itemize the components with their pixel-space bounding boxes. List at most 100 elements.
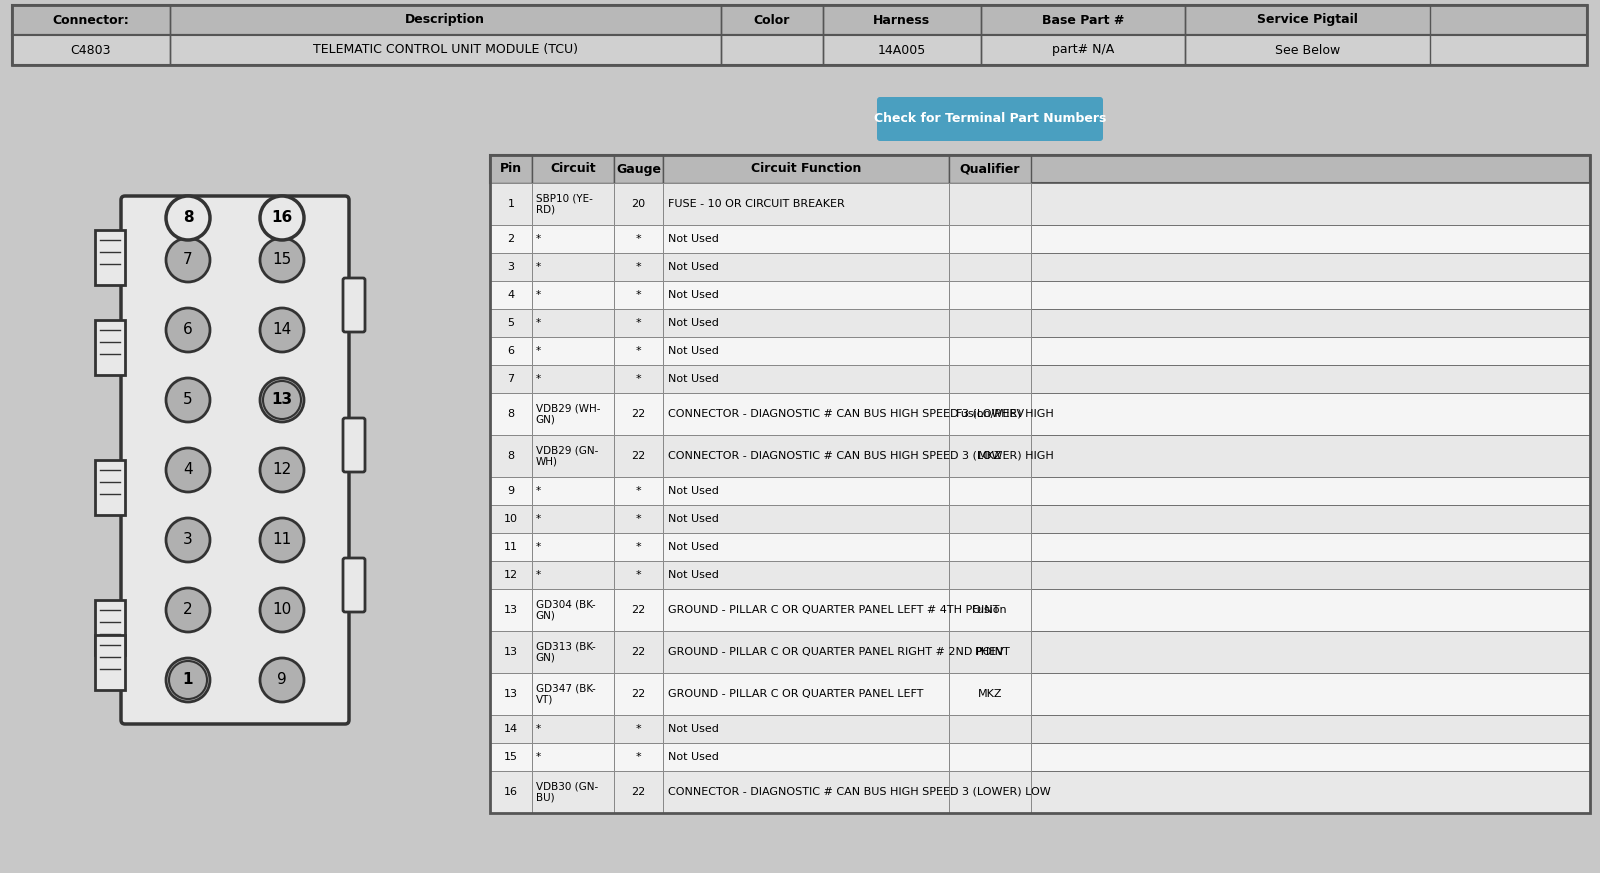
Text: TELEMATIC CONTROL UNIT MODULE (TCU): TELEMATIC CONTROL UNIT MODULE (TCU) [312, 44, 578, 57]
Text: 7: 7 [182, 252, 194, 267]
Text: VDB30 (GN-
BU): VDB30 (GN- BU) [536, 781, 598, 803]
Bar [531, 771, 614, 813]
Bar [490, 743, 531, 771]
Bar [614, 253, 662, 281]
Bar [170, 5, 720, 65]
Text: Fusion: Fusion [973, 605, 1008, 615]
Text: Harness: Harness [874, 13, 931, 26]
Text: 13: 13 [504, 605, 518, 615]
Text: 13: 13 [504, 647, 518, 657]
Bar [614, 533, 662, 561]
Circle shape [259, 448, 304, 492]
Bar [949, 561, 1030, 589]
Circle shape [259, 588, 304, 632]
Bar [13, 5, 1587, 65]
Bar [13, 35, 1587, 65]
Text: Not Used: Not Used [667, 752, 718, 762]
Bar [949, 477, 1030, 505]
Text: *: * [536, 234, 541, 244]
Text: CONNECTOR - DIAGNOSTIC # CAN BUS HIGH SPEED 3 (LOWER) HIGH: CONNECTOR - DIAGNOSTIC # CAN BUS HIGH SP… [667, 451, 1053, 461]
Text: C4803: C4803 [70, 44, 110, 57]
Bar [490, 561, 531, 589]
Text: 14: 14 [504, 724, 518, 734]
Bar [662, 183, 949, 225]
Bar [490, 715, 1590, 743]
Text: Not Used: Not Used [667, 234, 718, 244]
Text: 8: 8 [507, 409, 515, 419]
Circle shape [166, 308, 210, 352]
Bar [949, 715, 1030, 743]
Bar [490, 281, 531, 309]
Bar [490, 631, 531, 673]
Bar [662, 225, 949, 253]
Bar [531, 715, 614, 743]
Text: 7: 7 [507, 374, 515, 384]
Text: 4: 4 [507, 290, 515, 300]
Text: *: * [635, 724, 642, 734]
Text: *: * [536, 486, 541, 496]
Bar [94, 230, 125, 285]
Bar [662, 589, 949, 631]
Bar [662, 155, 949, 183]
Circle shape [166, 196, 210, 240]
Text: 5: 5 [507, 318, 515, 328]
Text: MKZ: MKZ [978, 689, 1002, 699]
Text: Qualifier: Qualifier [960, 162, 1021, 175]
Bar [949, 589, 1030, 631]
Text: GROUND - PILLAR C OR QUARTER PANEL LEFT: GROUND - PILLAR C OR QUARTER PANEL LEFT [667, 689, 923, 699]
Bar [13, 5, 170, 65]
Text: MKZ: MKZ [978, 451, 1002, 461]
Circle shape [166, 378, 210, 422]
Bar [490, 505, 531, 533]
Bar [490, 673, 1590, 715]
Text: *: * [536, 346, 541, 356]
Bar [490, 771, 1590, 813]
Text: *: * [635, 570, 642, 580]
Bar [490, 155, 1590, 813]
Bar [531, 309, 614, 337]
Bar [490, 155, 1590, 183]
Text: *: * [536, 514, 541, 524]
Bar [662, 561, 949, 589]
Bar [949, 393, 1030, 435]
Text: GD304 (BK-
GN): GD304 (BK- GN) [536, 599, 595, 621]
Bar [490, 771, 531, 813]
Bar [490, 337, 1590, 365]
Bar [13, 5, 1587, 35]
Bar [490, 281, 1590, 309]
Bar [614, 225, 662, 253]
Bar [490, 365, 531, 393]
Circle shape [166, 588, 210, 632]
Bar [614, 309, 662, 337]
Bar [614, 505, 662, 533]
Text: VDB29 (WH-
GN): VDB29 (WH- GN) [536, 403, 600, 425]
Text: *: * [635, 318, 642, 328]
Bar [490, 393, 531, 435]
Text: 22: 22 [632, 605, 646, 615]
FancyBboxPatch shape [122, 196, 349, 724]
Text: 11: 11 [272, 533, 291, 547]
Bar [949, 743, 1030, 771]
Bar [614, 337, 662, 365]
Bar [490, 589, 1590, 631]
Bar [490, 183, 1590, 225]
Text: 12: 12 [272, 463, 291, 478]
Text: Not Used: Not Used [667, 374, 718, 384]
Bar [490, 253, 531, 281]
Text: Not Used: Not Used [667, 318, 718, 328]
Text: 8: 8 [182, 210, 194, 225]
Text: 15: 15 [272, 252, 291, 267]
Bar [614, 477, 662, 505]
Text: Not Used: Not Used [667, 570, 718, 580]
Bar [662, 281, 949, 309]
Text: CONNECTOR - DIAGNOSTIC # CAN BUS HIGH SPEED 3 (LOWER) HIGH: CONNECTOR - DIAGNOSTIC # CAN BUS HIGH SP… [667, 409, 1053, 419]
Text: 1: 1 [507, 199, 515, 209]
Bar [949, 225, 1030, 253]
Bar [490, 225, 1590, 253]
Bar [949, 309, 1030, 337]
Bar [949, 631, 1030, 673]
Bar [490, 365, 1590, 393]
Bar [490, 435, 531, 477]
Text: Circuit Function: Circuit Function [750, 162, 861, 175]
Bar [531, 561, 614, 589]
